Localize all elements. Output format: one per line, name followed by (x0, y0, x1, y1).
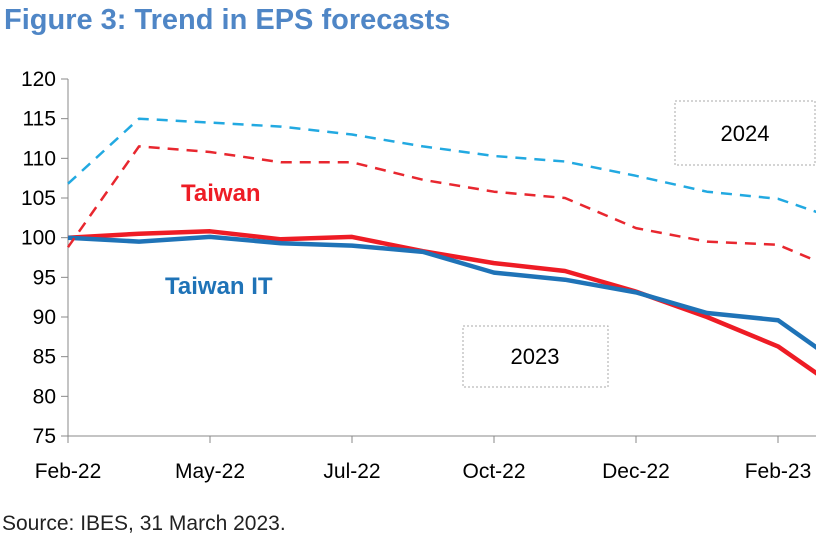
x-tick-label: Feb-23 (745, 460, 812, 483)
label-box-2023 (462, 325, 609, 388)
annotation-layer: Taiwan Taiwan IT 2024 2023 (165, 100, 816, 388)
taiwan-it-label: Taiwan IT (165, 273, 273, 300)
y-tick-label: 85 (33, 346, 56, 369)
taiwan-label: Taiwan (181, 180, 261, 207)
series-line-taiwan-it-2024 (67, 117, 816, 214)
series-line-taiwan-2023 (67, 229, 816, 376)
y-tick-label: 115 (23, 108, 56, 131)
y-tick-label: 100 (21, 227, 56, 250)
x-tick-label: Dec-22 (602, 460, 670, 483)
axis-layer: 75 80 85 90 95 100 105 110 115 120 Feb-22 May-22 Jul… (21, 68, 816, 483)
source-note: Source: IBES, 31 March 2023. (2, 512, 286, 535)
y-tick-label: 95 (33, 266, 56, 289)
x-tick-label: May-22 (175, 460, 245, 483)
y-tick-label: 75 (33, 425, 56, 448)
y-tick-label: 110 (23, 147, 56, 170)
label-box-2024 (674, 100, 816, 166)
series-layer (66, 117, 816, 376)
series-line-taiwan-2024 (66, 145, 816, 263)
x-tick-label: Feb-22 (35, 460, 102, 483)
x-tick-label: Oct-22 (462, 460, 525, 483)
y-tick-label: 105 (21, 187, 56, 210)
chart-title: Figure 3: Trend in EPS forecasts (4, 4, 451, 36)
y-tick-label: 120 (21, 68, 56, 91)
label-2023: 2023 (511, 344, 560, 369)
x-tick-label: Jul-22 (323, 460, 380, 483)
label-2024: 2024 (721, 121, 770, 146)
series-line-taiwan-it-2023 (67, 234, 816, 350)
y-tick-label: 90 (33, 306, 56, 329)
y-tick-label: 80 (33, 385, 56, 408)
